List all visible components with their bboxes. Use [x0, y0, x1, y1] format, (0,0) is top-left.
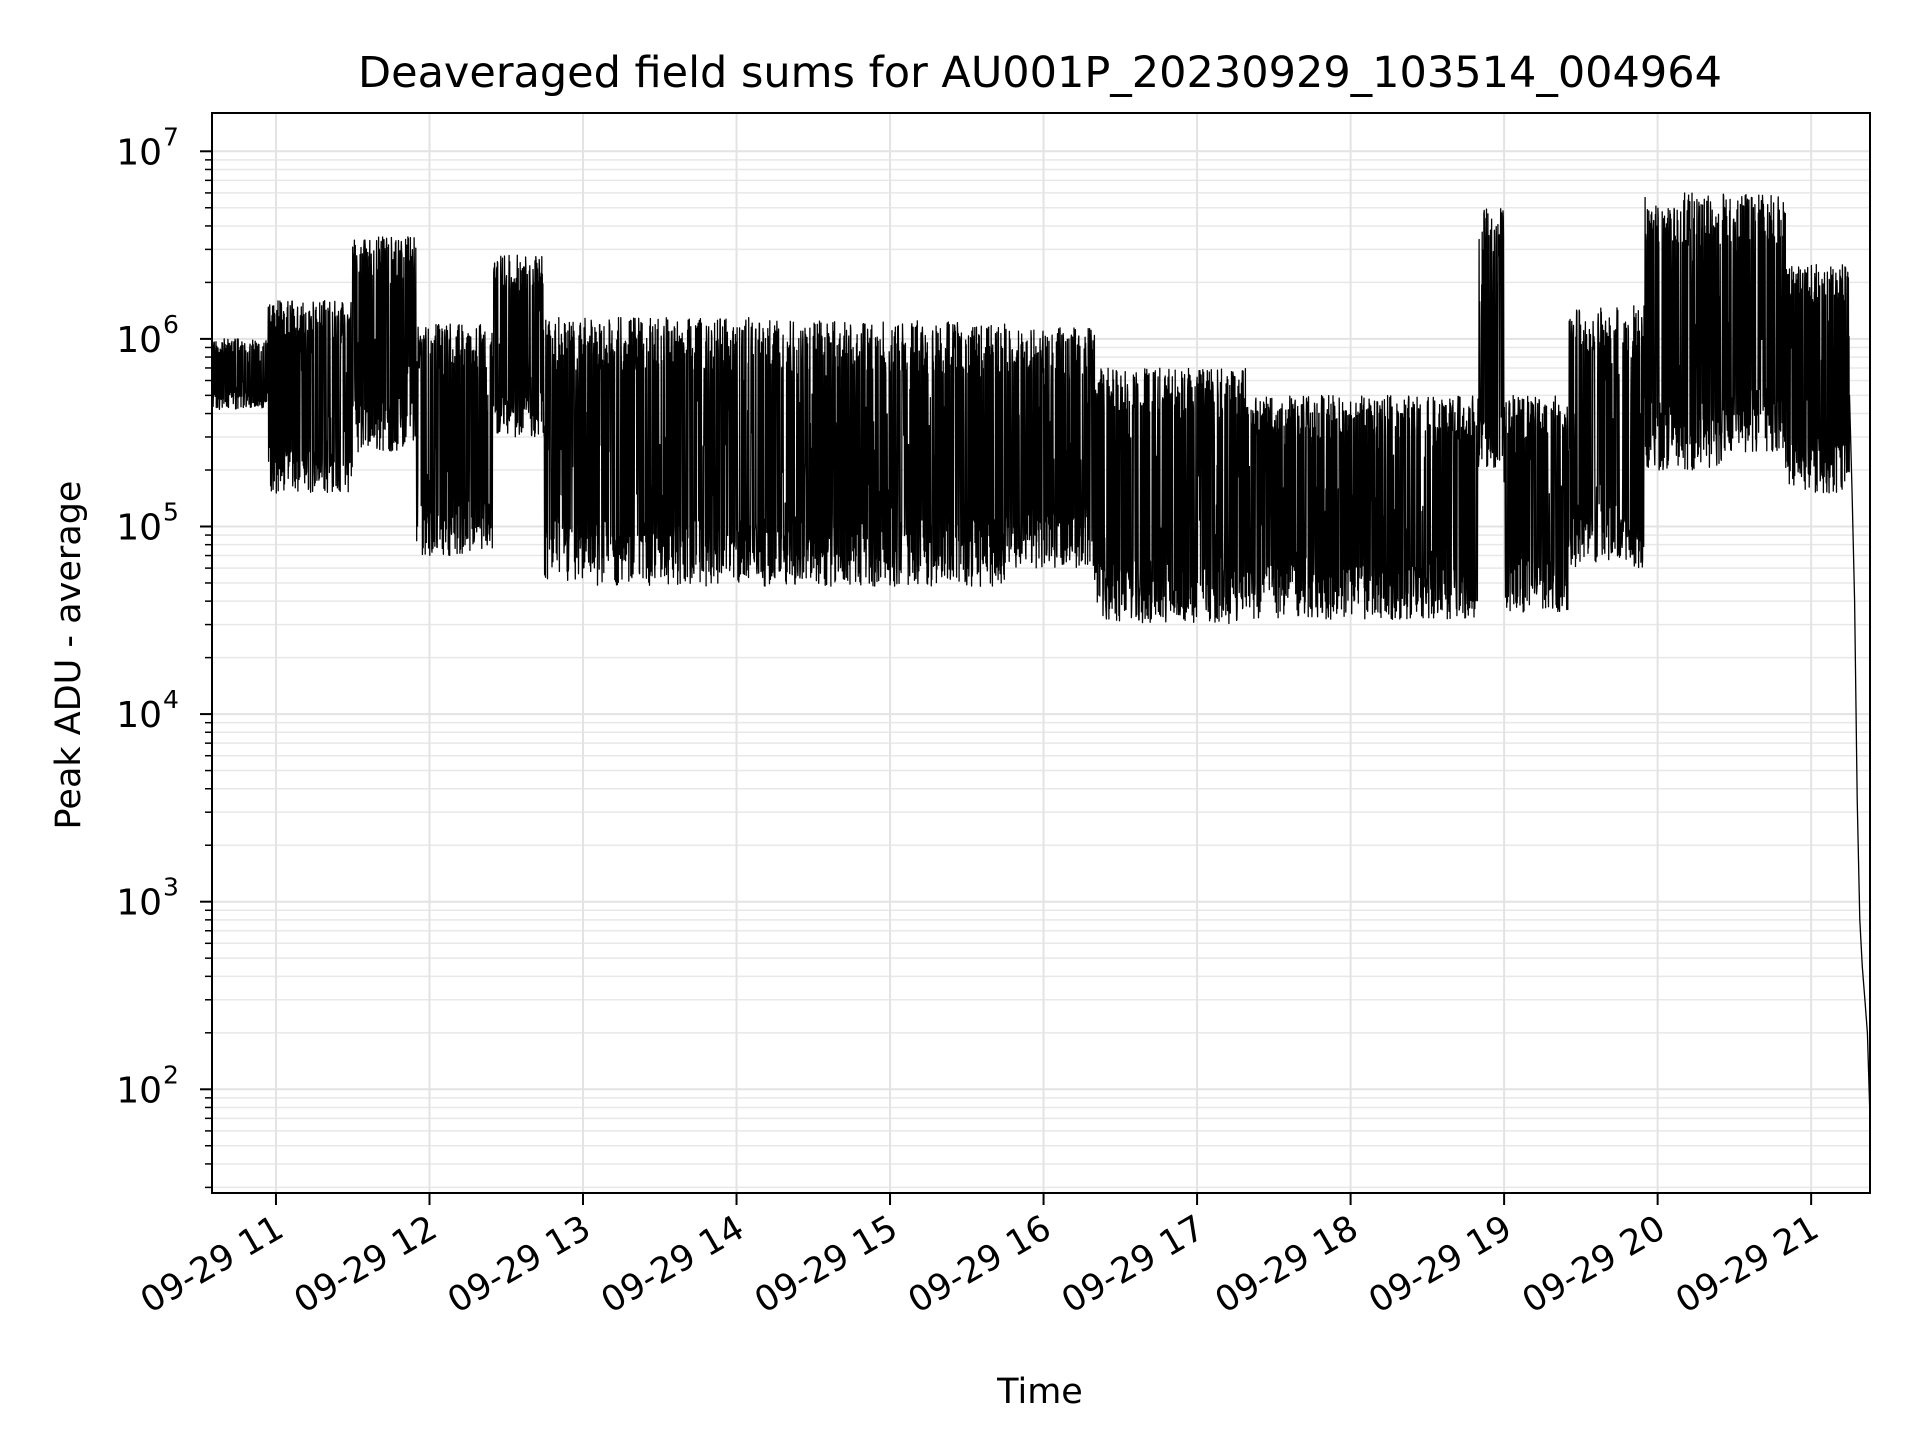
x-axis-label: Time [996, 1372, 1083, 1412]
y-axis-label: Peak ADU - average [49, 481, 89, 830]
y-tick-label: 10 [116, 695, 162, 736]
chart-title: Deaveraged field sums for AU001P_2023092… [358, 48, 1722, 98]
series-line [212, 192, 1870, 1119]
y-tick-label: 10 [116, 320, 162, 361]
minor-grid [212, 159, 1870, 1189]
y-tick-label-exponent: 6 [163, 310, 179, 339]
y-tick-label-exponent: 3 [163, 873, 179, 902]
y-tick-label: 10 [116, 132, 162, 173]
y-tick-label: 10 [116, 1070, 162, 1111]
y-tick-label-exponent: 7 [163, 122, 179, 151]
y-tick-label-exponent: 5 [163, 497, 179, 526]
series-layer [212, 192, 1870, 1119]
y-tick-label: 10 [116, 507, 162, 548]
y-tick-label: 10 [116, 883, 162, 924]
y-tick-label-exponent: 4 [163, 685, 179, 714]
plot-frame [211, 112, 1871, 1194]
y-tick-label-exponent: 2 [163, 1060, 179, 1089]
